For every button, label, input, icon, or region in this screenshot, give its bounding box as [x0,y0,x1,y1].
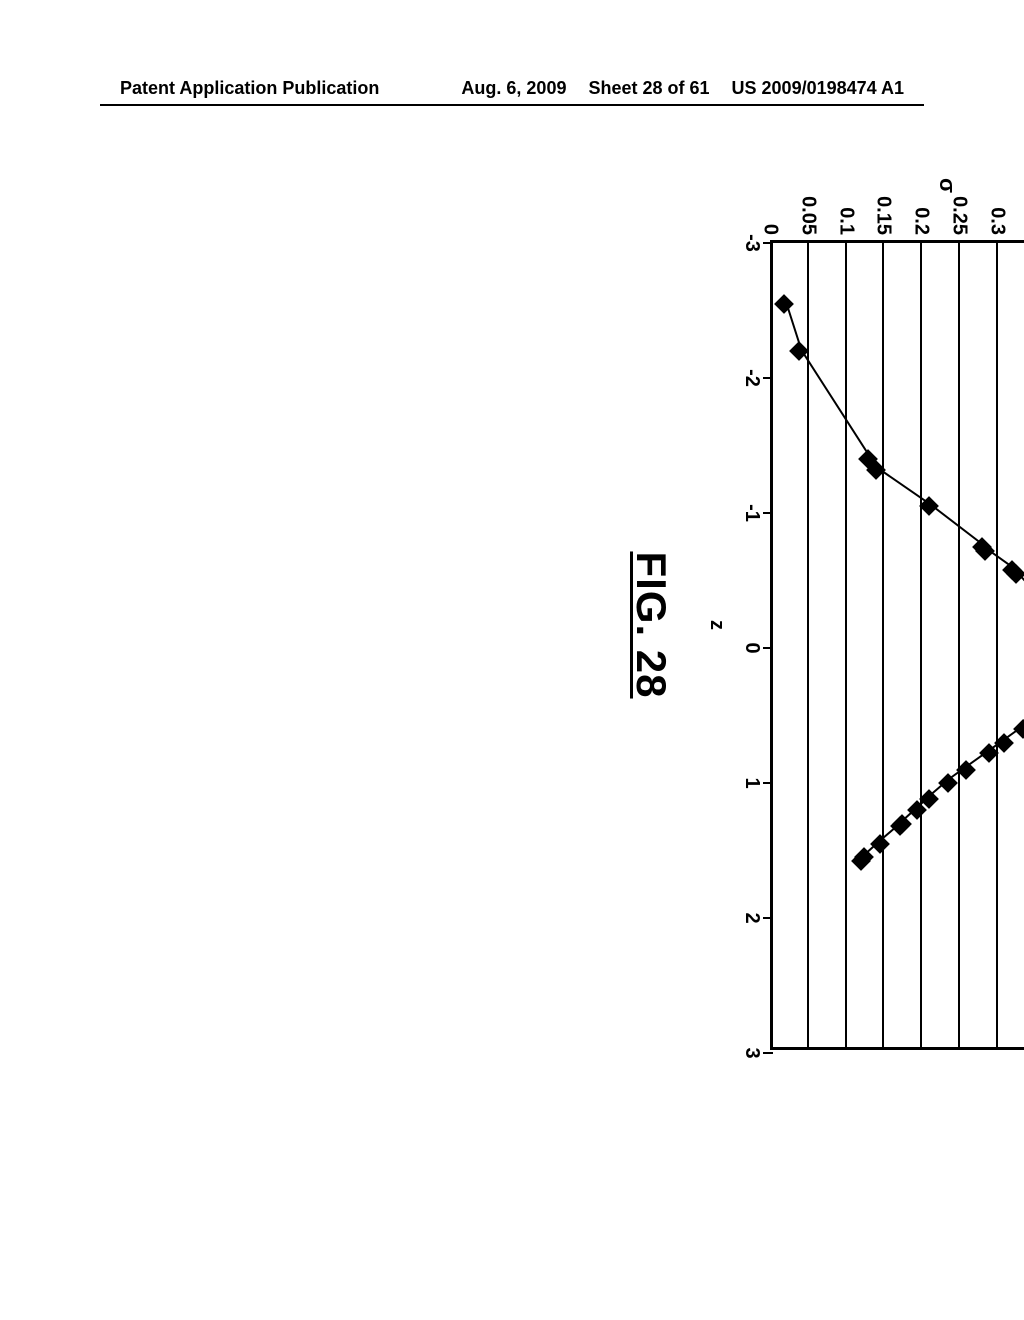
header-right: Aug. 6, 2009 Sheet 28 of 61 US 2009/0198… [461,78,904,99]
gridline [845,243,847,1047]
xtick [763,377,773,379]
ytick-label: 0.3 [985,207,1008,235]
xtick [763,782,773,784]
gridline [996,243,998,1047]
xtick-label: -2 [740,369,763,387]
xtick [763,917,773,919]
chart-area: σ 00.050.10.150.20.250.30.350.40.45-3-2-… [710,170,1024,1080]
ytick-label: 0.15 [872,196,895,235]
y-axis-label: σ [934,178,960,193]
xtick-label: -1 [740,504,763,522]
xtick [763,647,773,649]
header-pubno: US 2009/0198474 A1 [732,78,904,99]
xtick-label: 0 [740,642,763,653]
header-date: Aug. 6, 2009 [461,78,566,99]
header-sheet: Sheet 28 of 61 [588,78,709,99]
plot-area: 00.050.10.150.20.250.30.350.40.45-3-2-10… [770,240,1024,1050]
header-publication: Patent Application Publication [120,78,379,99]
ytick-label: 0.25 [947,196,970,235]
ytick-label: 0.2 [910,207,933,235]
header-rule [100,104,924,106]
xtick [763,1052,773,1054]
x-axis-label: z [705,620,728,630]
xtick [763,242,773,244]
gridline [807,243,809,1047]
line-series [773,243,1024,1047]
xtick-label: -3 [740,234,763,252]
ytick-label: 0.1 [834,207,857,235]
xtick [763,512,773,514]
ytick-label: 0.05 [796,196,819,235]
page-header: Patent Application Publication Aug. 6, 2… [0,78,1024,99]
figure-rotated-wrapper: σ 00.050.10.150.20.250.30.350.40.45-3-2-… [0,420,870,830]
gridline [882,243,884,1047]
figure-caption: FIG. 28 [627,551,675,698]
xtick-label: 3 [740,1047,763,1058]
xtick-label: 1 [740,777,763,788]
xtick-label: 2 [740,912,763,923]
gridline [920,243,922,1047]
gridline [958,243,960,1047]
